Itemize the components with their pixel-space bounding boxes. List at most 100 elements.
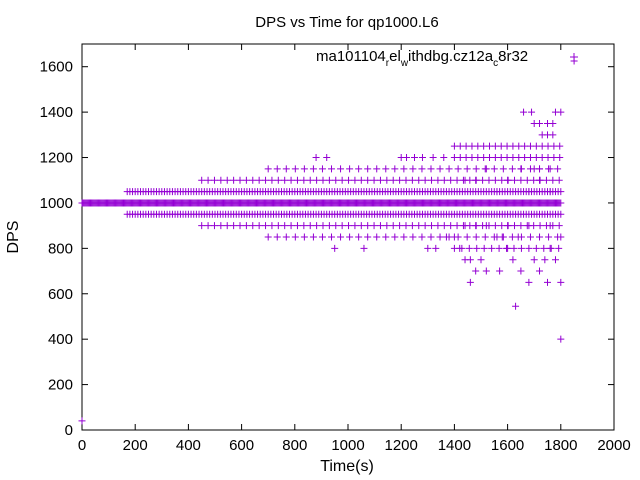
- data-point: [526, 154, 534, 162]
- legend-part-a: ma101104: [316, 48, 386, 65]
- data-point: [544, 278, 551, 286]
- data-point: [217, 176, 225, 184]
- data-point: [318, 233, 326, 241]
- data-point: [498, 176, 506, 184]
- data-point: [520, 108, 528, 116]
- data-point: [345, 222, 353, 230]
- data-point: [491, 142, 499, 150]
- data-point: [415, 222, 423, 230]
- data-point: [230, 176, 238, 184]
- data-point: [418, 233, 426, 241]
- x-tick-label: 1200: [385, 437, 418, 454]
- data-point: [477, 256, 485, 264]
- data-point: [557, 335, 565, 343]
- data-point: [400, 233, 408, 241]
- data-point: [313, 176, 321, 184]
- data-point: [510, 244, 518, 252]
- data-point: [325, 222, 333, 230]
- data-point: [453, 176, 461, 184]
- data-point: [403, 154, 411, 162]
- data-point: [300, 222, 308, 230]
- data-point: [383, 222, 391, 230]
- data-point: [550, 142, 558, 150]
- data-point: [273, 165, 281, 173]
- data-point: [396, 222, 404, 230]
- data-point: [355, 165, 363, 173]
- data-point: [497, 142, 505, 150]
- data-point: [346, 233, 354, 241]
- data-point: [255, 222, 263, 230]
- data-point: [313, 222, 321, 230]
- data-point: [530, 256, 538, 264]
- data-point: [490, 165, 498, 173]
- data-point: [515, 154, 523, 162]
- x-tick-label: 1400: [438, 437, 471, 454]
- data-point: [472, 267, 480, 275]
- y-tick-label: 600: [48, 286, 73, 303]
- data-point: [364, 222, 372, 230]
- data-point: [217, 222, 225, 230]
- data-point: [517, 267, 525, 275]
- data-point: [517, 244, 525, 252]
- data-point: [445, 165, 453, 173]
- data-point: [328, 165, 336, 173]
- data-point: [306, 222, 314, 230]
- data-point: [465, 244, 473, 252]
- data-point: [532, 142, 540, 150]
- data-point: [370, 222, 378, 230]
- data-point: [337, 233, 345, 241]
- legend-part-d: w: [400, 58, 409, 69]
- data-point: [409, 165, 417, 173]
- data-point: [536, 267, 544, 275]
- data-point: [427, 165, 435, 173]
- x-tick-label: 2000: [597, 437, 630, 454]
- data-point: [545, 233, 553, 241]
- data-point: [512, 302, 520, 310]
- data-point: [544, 142, 552, 150]
- legend-part-g: 8r32: [498, 48, 528, 65]
- data-point: [555, 222, 563, 230]
- data-point: [481, 233, 489, 241]
- data-point: [391, 165, 399, 173]
- data-point: [323, 154, 331, 162]
- data-point: [463, 233, 471, 241]
- data-point: [287, 222, 295, 230]
- data-point: [409, 233, 417, 241]
- scatter-points: [78, 57, 578, 425]
- data-point: [382, 165, 390, 173]
- data-point: [338, 176, 346, 184]
- data-point: [456, 154, 464, 162]
- data-point: [318, 165, 326, 173]
- data-point: [546, 222, 554, 230]
- data-point: [325, 176, 333, 184]
- data-point: [236, 176, 244, 184]
- data-point: [525, 188, 533, 196]
- data-point: [554, 165, 562, 173]
- data-point: [447, 176, 455, 184]
- data-point: [536, 165, 544, 173]
- data-point: [411, 154, 418, 162]
- data-point: [383, 176, 391, 184]
- data-point: [440, 176, 448, 184]
- data-point: [442, 233, 450, 241]
- data-point: [482, 165, 490, 173]
- data-point: [293, 222, 301, 230]
- data-point: [345, 176, 353, 184]
- data-point: [549, 131, 557, 139]
- data-point: [293, 176, 301, 184]
- data-point: [364, 233, 372, 241]
- data-point: [332, 222, 340, 230]
- data-point: [496, 267, 504, 275]
- data-point: [557, 278, 565, 286]
- y-tick-label: 0: [65, 422, 73, 439]
- data-point: [486, 154, 494, 162]
- data-point: [556, 142, 564, 150]
- data-point: [480, 244, 488, 252]
- data-point: [357, 176, 365, 184]
- data-point: [488, 244, 496, 252]
- data-point: [479, 176, 487, 184]
- data-point: [521, 154, 529, 162]
- data-point: [570, 57, 578, 65]
- data-point: [525, 278, 533, 286]
